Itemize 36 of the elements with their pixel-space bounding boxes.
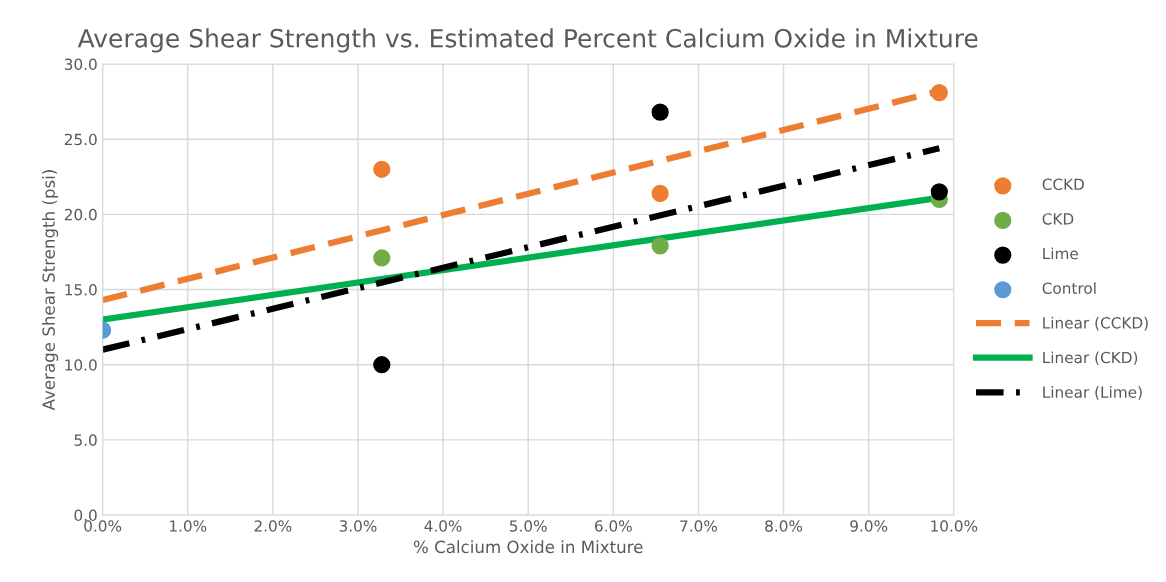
point	[373, 356, 391, 374]
legend-label: Linear (CCKD)	[1043, 316, 1148, 331]
legend-label: CCKD	[1042, 178, 1084, 191]
chart-title: Average Shear Strength vs. Estimated Percent Calcium Oxide in Mixture	[77, 28, 978, 53]
y-tick-label: 30.0	[64, 58, 97, 71]
x-tick-label: 3.0%	[339, 520, 377, 532]
point	[373, 160, 391, 178]
x-tick-label: 6.0%	[594, 520, 632, 532]
y-tick-label: 15.0	[65, 284, 97, 296]
legend-label: CKD	[1042, 213, 1074, 225]
legend-label: Linear (CKD)	[1043, 351, 1138, 366]
point	[930, 83, 948, 102]
legend-label: Lime	[1043, 247, 1078, 260]
x-axis-title: % Calcium Oxide in Mixture	[413, 540, 643, 554]
point	[651, 237, 669, 255]
y-tick-label: 0.0	[74, 509, 97, 522]
point	[651, 184, 669, 202]
y-tick-label: 20.0	[64, 208, 97, 221]
y-tick-label: 10.0	[65, 359, 97, 371]
x-tick-label: 4.0%	[424, 520, 462, 532]
x-tick-label: 2.0%	[254, 520, 292, 532]
x-tick-label: 0.0%	[84, 520, 122, 532]
point	[373, 249, 391, 267]
x-tick-label: 1.0%	[170, 520, 207, 532]
x-tick-label: 7.0%	[680, 520, 717, 532]
x-tick-label: 9.0%	[850, 520, 888, 532]
legend-label: Control	[1042, 282, 1096, 294]
point	[651, 103, 669, 121]
x-tick-label: 5.0%	[509, 520, 547, 532]
y-tick-label: 5.0	[74, 434, 97, 446]
point	[930, 183, 948, 201]
y-tick-label: 25.0	[64, 133, 97, 146]
x-tick-label: 8.0%	[765, 520, 803, 532]
legend-label: Linear (Lime)	[1043, 386, 1142, 400]
x-tick-label: 10.0%	[931, 520, 978, 532]
y-axis-title: Average Shear Strength (psi)	[42, 170, 59, 411]
